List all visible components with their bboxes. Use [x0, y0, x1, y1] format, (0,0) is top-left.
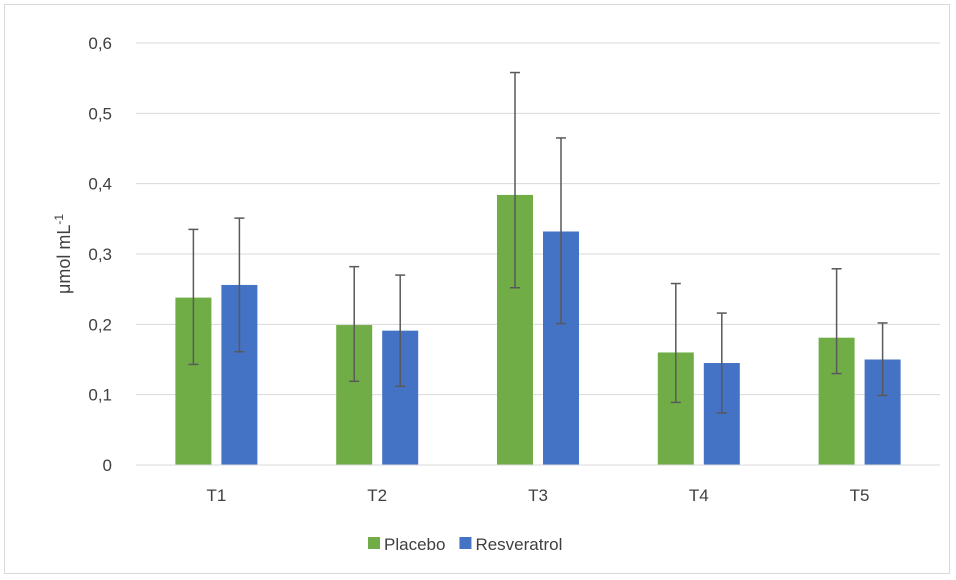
y-tick-label: 0,4	[88, 175, 112, 194]
y-tick-label: 0,5	[88, 104, 112, 123]
legend: Placebo Resveratrol	[368, 535, 562, 554]
y-tick-label: 0,3	[88, 245, 112, 264]
gridlines	[136, 42, 940, 396]
legend-swatch-placebo	[368, 537, 380, 549]
legend-swatch-resveratrol	[459, 537, 472, 549]
y-tick-label: 0,1	[88, 386, 112, 405]
x-tick-label: T3	[528, 486, 548, 505]
chart-frame	[4, 4, 950, 574]
legend-label-placebo: Placebo	[384, 535, 445, 554]
x-tick-label: T4	[689, 486, 709, 505]
bars	[175, 194, 901, 466]
y-axis-title-superscript: -1	[52, 214, 66, 225]
y-tick-label: 0,6	[88, 34, 112, 53]
x-tick-label: T2	[367, 486, 387, 505]
error-bars	[188, 71, 888, 414]
legend-label-resveratrol: Resveratrol	[475, 535, 562, 554]
y-axis-title-main: μmol mL	[54, 225, 74, 294]
y-tick-label: 0,2	[88, 315, 112, 334]
x-tick-label: T1	[206, 486, 226, 505]
x-tick-label: T5	[850, 486, 870, 505]
y-axis-title: μmol mL-1	[52, 214, 74, 294]
x-axis-ticks: T1 T2 T3 T4 T5	[206, 486, 869, 505]
y-axis-ticks: 0 0,1 0,2 0,3 0,4 0,5 0,6	[88, 34, 112, 475]
y-tick-label: 0	[103, 456, 112, 475]
